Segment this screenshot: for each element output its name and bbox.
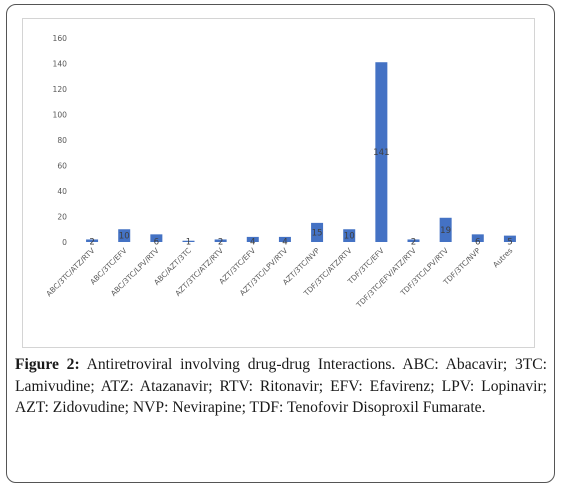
figure-caption: Figure 2: Antiretroviral involving drug-… [15,354,547,419]
bar [375,62,388,242]
caption-lead: Figure 2: [15,356,80,373]
bar [214,239,227,242]
data-label: 4 [282,238,287,248]
data-label: 10 [119,232,130,242]
data-label: 141 [373,148,389,158]
bar [150,234,163,242]
x-tick-label: ABC/3TC/ATZ/RTV [44,246,96,298]
bars [86,62,516,242]
data-label: 4 [250,238,255,248]
y-axis-ticks: 0 20 40 60 80 100 120 140 160 [53,34,68,247]
y-tick-label: 140 [53,59,68,68]
y-tick-label: 40 [57,187,67,196]
bar [311,222,324,242]
bar [86,239,99,242]
data-label: 5 [507,238,512,248]
y-tick-label: 100 [53,110,68,119]
chart-area [22,18,535,348]
caption-text: Antiretroviral involving drug-drug Inter… [15,356,548,416]
data-label: 10 [344,232,355,242]
bar [278,236,291,242]
data-label: 19 [440,226,451,236]
data-label: 2 [218,238,223,248]
bar [343,229,356,242]
bar [407,239,420,242]
bar [439,217,452,242]
y-tick-label: 120 [53,85,68,94]
data-label: 2 [89,238,94,248]
bar [182,240,195,242]
data-label: 1 [186,238,191,248]
y-tick-label: 80 [57,136,67,145]
bar [246,236,259,242]
data-label: 6 [154,238,159,248]
y-tick-label: 0 [62,238,67,247]
x-tick-label: TDF/3TC/EFV/ATZ/RTV [354,246,418,310]
bar [471,234,484,242]
y-tick-label: 20 [57,212,67,221]
data-labels: 2 10 6 1 2 4 4 15 10 141 2 19 6 5 [89,148,512,247]
bar [503,235,516,242]
x-tick-label: Autres [491,246,514,269]
data-label: 2 [411,238,416,248]
x-axis-labels: ABC/3TC/ATZ/RTVABC/3TC/EFVABC/3TC/LPV/RT… [44,246,514,310]
data-label: 15 [312,228,323,238]
bar [118,229,131,242]
y-tick-label: 60 [57,161,67,170]
y-tick-label: 160 [53,34,68,43]
data-label: 6 [475,238,480,248]
